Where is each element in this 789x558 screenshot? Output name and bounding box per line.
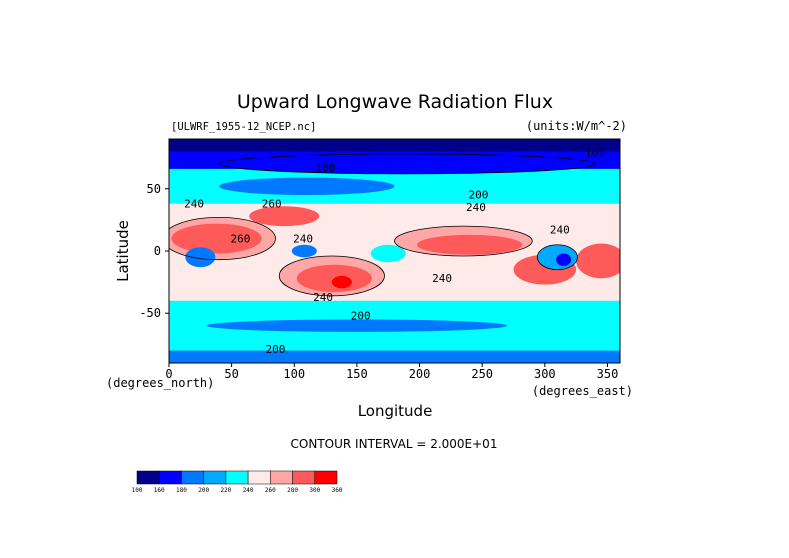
legend-swatch-8 bbox=[292, 470, 316, 485]
legend-swatch-4 bbox=[203, 470, 227, 485]
legend-level-180: 180 bbox=[176, 487, 187, 494]
y-tick-label-50: 50 bbox=[147, 182, 161, 196]
contour-label-6: 240 bbox=[184, 197, 204, 210]
south-cool-lobe bbox=[206, 319, 508, 332]
convective-patch-africa bbox=[185, 247, 216, 268]
legend-swatch-1 bbox=[136, 470, 160, 485]
x-tick-label-200: 200 bbox=[409, 367, 431, 381]
contour-label-2: 160 bbox=[585, 146, 605, 159]
legend-swatch-6 bbox=[247, 470, 271, 485]
contour-label-10: 240 bbox=[432, 272, 452, 285]
contour-label-8: 240 bbox=[550, 224, 570, 237]
legend-level-100: 100 bbox=[132, 487, 143, 494]
x-tick-label-150: 150 bbox=[346, 367, 368, 381]
x-tick-label-350: 350 bbox=[597, 367, 619, 381]
units-label: (units:W/m^-2) bbox=[526, 119, 627, 133]
contour-label-3: 200 bbox=[468, 189, 488, 202]
south-polar-band bbox=[169, 350, 620, 363]
legend-swatch-2 bbox=[158, 470, 182, 485]
x-unit-note: (degrees_east) bbox=[532, 384, 633, 398]
legend-level-240: 240 bbox=[243, 487, 254, 494]
contour-label-5: 200 bbox=[266, 343, 286, 356]
legend-swatch-3 bbox=[181, 470, 204, 485]
x-tick-label-50: 50 bbox=[224, 367, 238, 381]
contour-line-4 bbox=[536, 244, 578, 271]
hottest-region-australia bbox=[331, 275, 352, 289]
contour-label-7: 240 bbox=[466, 201, 486, 214]
hot-region-africa bbox=[171, 223, 262, 254]
cool-patch-pacific bbox=[370, 244, 406, 263]
legend-level-360: 360 bbox=[332, 487, 343, 494]
y-tick-label-neg50: -50 bbox=[139, 306, 161, 320]
legend-level-200: 200 bbox=[198, 487, 209, 494]
legend-swatch-5 bbox=[225, 470, 249, 485]
source-file-label: [ULWRF_1955-12_NCEP.nc] bbox=[171, 121, 316, 133]
hot-region-asia bbox=[249, 206, 320, 227]
x-tick-label-100: 100 bbox=[283, 367, 305, 381]
contour-line-2 bbox=[278, 255, 385, 297]
convective-core-amazon bbox=[556, 253, 572, 266]
north-polar-core bbox=[169, 139, 620, 152]
x-axis-label: Longitude bbox=[358, 402, 433, 420]
contour-line-5 bbox=[218, 153, 596, 175]
contour-label-11: 260 bbox=[262, 197, 282, 210]
contour-label-4: 200 bbox=[351, 309, 371, 322]
x-tick-label-300: 300 bbox=[534, 367, 556, 381]
y-unit-note: (degrees_north) bbox=[106, 376, 214, 390]
y-tick-label-0: 0 bbox=[154, 244, 161, 258]
legend-level-160: 160 bbox=[154, 487, 165, 494]
legend-swatch-9 bbox=[314, 470, 338, 485]
contour-interval-label: CONTOUR INTERVAL = 2.000E+01 bbox=[291, 437, 498, 451]
chart-title: Upward Longwave Radiation Flux bbox=[237, 91, 553, 113]
x-tick-label-0: 0 bbox=[165, 367, 172, 381]
legend-level-300: 300 bbox=[309, 487, 320, 494]
y-axis-label: Latitude bbox=[114, 220, 132, 282]
legend-swatch-7 bbox=[270, 470, 293, 485]
convective-patch-indonesia bbox=[291, 244, 317, 258]
contour-line-3 bbox=[394, 225, 533, 257]
x-tick-label-250: 250 bbox=[471, 367, 493, 381]
contour-line-1 bbox=[169, 217, 276, 261]
hot-region-pacific bbox=[417, 234, 523, 255]
legend-level-260: 260 bbox=[265, 487, 276, 494]
legend-level-220: 220 bbox=[220, 487, 231, 494]
color-legend: 100 160 180 200 220 240 260 280 300 360 bbox=[132, 470, 343, 494]
hot-region-atlantic bbox=[576, 243, 620, 279]
north-cool-lobe bbox=[219, 177, 395, 196]
north-cold-lobe bbox=[219, 153, 595, 174]
contour-label-13: 240 bbox=[293, 232, 313, 245]
contour-label-9: 240 bbox=[313, 291, 333, 304]
contour-label-1: 160 bbox=[316, 161, 336, 174]
contour-label-12: 260 bbox=[230, 232, 250, 245]
legend-level-280: 280 bbox=[287, 487, 298, 494]
